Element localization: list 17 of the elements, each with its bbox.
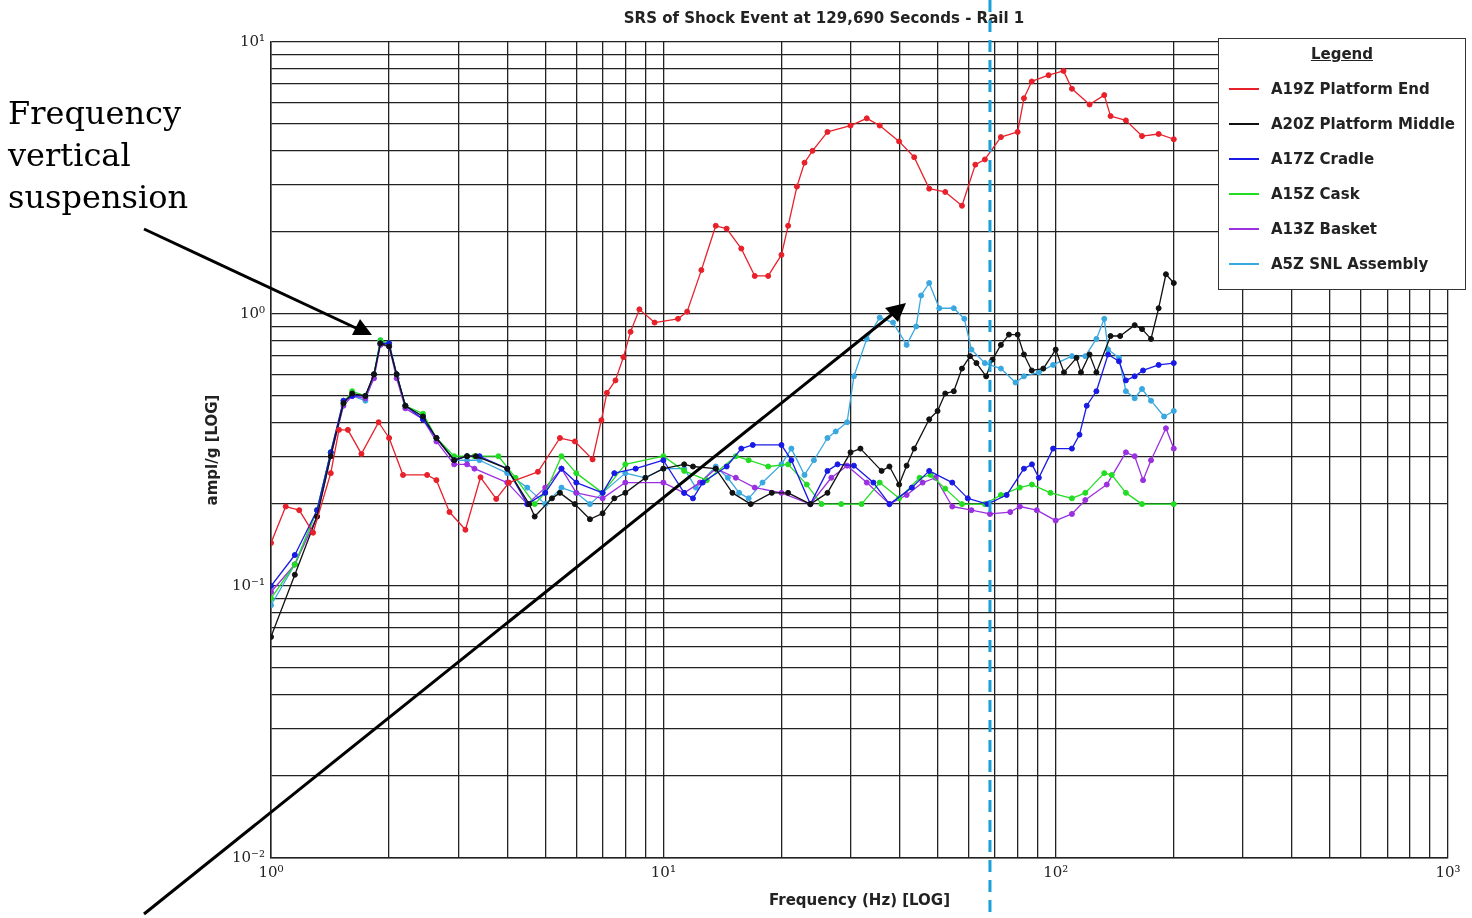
y-tick-label: 10⁰ (239, 303, 266, 322)
text: Frequency vertical suspension (7, 94, 189, 217)
x-axis-title: Frequency (Hz) [LOG] (768, 890, 951, 909)
x-tick-label: 10³ (1435, 862, 1461, 881)
legend-label: A5Z SNL Assembly (1271, 254, 1429, 273)
legend-label: A17Z Cradle (1271, 149, 1375, 168)
legend-label: A15Z Cask (1271, 184, 1360, 203)
legend-title: Legend (1309, 45, 1374, 63)
x-tick-label: 10¹ (650, 862, 676, 881)
y-axis-title: ampl/g [LOG] (202, 394, 221, 506)
chart-title: SRS of Shock Event at 129,690 Seconds - Rail 1 (623, 8, 1025, 27)
legend-label: A13Z Basket (1271, 219, 1377, 238)
x-tick-label: 10² (1043, 862, 1069, 881)
legend-label: A19Z Platform End (1271, 79, 1430, 98)
legend-label: A20Z Platform Middle (1271, 114, 1455, 133)
y-tick-label: 10¹ (239, 31, 266, 50)
y-tick-label: 10⁻¹ (231, 575, 266, 594)
